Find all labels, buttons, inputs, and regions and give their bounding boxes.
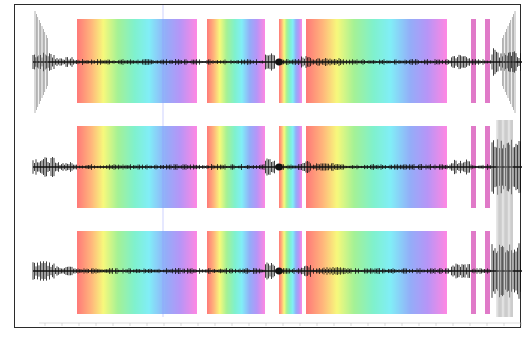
band-1-3 — [279, 19, 302, 103]
band-1-4 — [306, 19, 447, 103]
trace-1 — [32, 48, 522, 76]
traces — [32, 11, 522, 317]
time-axis — [39, 322, 522, 326]
waveform-viewer[interactable] — [14, 4, 522, 329]
edge-spikes — [34, 11, 516, 317]
trace-burst — [275, 163, 283, 171]
waveform-plot[interactable] — [15, 5, 522, 329]
marker-3-1 — [471, 231, 476, 314]
band-3-1 — [77, 231, 197, 314]
band-1-1 — [77, 19, 197, 103]
trace-3 — [32, 243, 522, 299]
band-3-3 — [279, 231, 302, 314]
band-1-2 — [207, 19, 265, 103]
trace-burst — [275, 58, 283, 66]
axis-ticks — [44, 323, 522, 326]
marker-1-1 — [471, 19, 476, 103]
trace-burst — [275, 267, 283, 275]
